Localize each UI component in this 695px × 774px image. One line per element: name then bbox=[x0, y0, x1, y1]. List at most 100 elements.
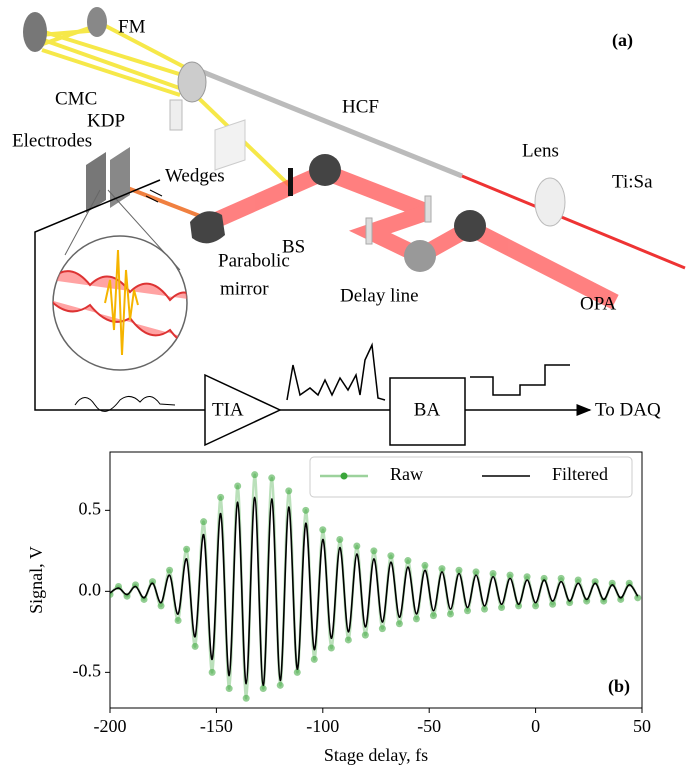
data-point bbox=[404, 557, 412, 565]
data-point bbox=[200, 518, 208, 526]
data-point bbox=[438, 565, 446, 573]
wire bbox=[34, 179, 205, 411]
data-point bbox=[455, 566, 463, 574]
x-tick-label: -50 bbox=[417, 716, 441, 736]
data-point bbox=[234, 482, 242, 490]
chart: Stage delay, fs Signal, V (b) -200 -150 -1… bbox=[26, 451, 651, 765]
data-point bbox=[208, 668, 216, 676]
data-point bbox=[446, 610, 454, 618]
mirror bbox=[365, 217, 373, 245]
label: BS bbox=[282, 236, 305, 257]
mirror bbox=[309, 154, 341, 186]
data-point bbox=[183, 545, 191, 553]
data-point bbox=[336, 535, 344, 543]
data-point bbox=[634, 594, 642, 602]
data-point bbox=[319, 526, 327, 534]
data-point bbox=[242, 694, 250, 702]
legend-marker bbox=[340, 472, 348, 480]
ground bbox=[149, 189, 163, 197]
data-point bbox=[327, 644, 335, 652]
wedges bbox=[214, 119, 246, 171]
data-point bbox=[498, 604, 506, 612]
mirror bbox=[87, 7, 107, 37]
data-point bbox=[421, 561, 429, 569]
data-point bbox=[506, 571, 514, 579]
ground bbox=[145, 195, 159, 203]
series-line bbox=[110, 496, 639, 687]
data-point bbox=[523, 573, 531, 581]
data-point bbox=[574, 576, 582, 584]
label: Delay line bbox=[340, 285, 419, 306]
data-point bbox=[251, 471, 259, 479]
data-point bbox=[166, 566, 174, 574]
plot-area bbox=[110, 471, 642, 702]
data-point bbox=[591, 578, 599, 586]
x-tick-label: -200 bbox=[94, 716, 127, 736]
label: CMC bbox=[55, 88, 97, 109]
data-point bbox=[217, 493, 225, 501]
mirror bbox=[23, 12, 47, 52]
label: Wedges bbox=[165, 165, 225, 186]
setup-diagram: FM CMC KDP Electrodes Wedges HCF Lens Ti… bbox=[12, 7, 686, 447]
data-point bbox=[378, 625, 386, 633]
parabolic-mirror bbox=[190, 211, 225, 244]
panel-label: (a) bbox=[612, 30, 633, 51]
panel-label: (b) bbox=[608, 676, 630, 697]
data-point bbox=[489, 570, 497, 578]
label: FM bbox=[118, 16, 146, 37]
label: mirror bbox=[220, 278, 269, 299]
data-point bbox=[608, 579, 616, 587]
raw-pulse-trace bbox=[74, 396, 176, 412]
data-point bbox=[344, 636, 352, 644]
data-point bbox=[361, 631, 369, 639]
label: HCF bbox=[342, 96, 379, 117]
data-point bbox=[549, 600, 557, 608]
x-tick-label: -100 bbox=[306, 716, 339, 736]
y-tick-label: -0.5 bbox=[73, 660, 102, 680]
mirror bbox=[177, 61, 207, 103]
legend-label: Raw bbox=[390, 464, 423, 484]
data-point bbox=[600, 597, 608, 605]
tia-amplifier bbox=[204, 373, 282, 447]
data-point bbox=[259, 685, 267, 693]
x-axis-label: Stage delay, fs bbox=[324, 745, 428, 765]
data-point bbox=[268, 474, 276, 482]
y-axis-label: Signal, V bbox=[26, 546, 46, 614]
y-tick-label: 0.5 bbox=[79, 498, 102, 518]
label: TIA bbox=[212, 399, 244, 420]
data-point bbox=[353, 542, 361, 550]
data-point bbox=[464, 607, 472, 615]
data-point bbox=[387, 552, 395, 560]
data-point bbox=[157, 602, 165, 610]
y-tick-label: 0.0 bbox=[79, 579, 102, 599]
boxcar-trace bbox=[470, 364, 570, 396]
x-tick-label: 0 bbox=[531, 716, 540, 736]
electrode bbox=[110, 147, 130, 208]
label: Parabolic bbox=[218, 250, 290, 271]
data-point bbox=[540, 574, 548, 582]
ti-sa-beam bbox=[461, 174, 686, 270]
lens bbox=[534, 177, 566, 227]
hcf-fiber bbox=[187, 63, 463, 179]
data-point bbox=[617, 595, 625, 603]
label: Lens bbox=[522, 140, 559, 161]
data-point bbox=[395, 620, 403, 628]
data-point bbox=[276, 681, 284, 689]
plot-frame bbox=[109, 451, 643, 709]
data-point bbox=[370, 547, 378, 555]
inset-line bbox=[64, 189, 101, 256]
beam-splitter bbox=[288, 168, 293, 196]
data-point bbox=[174, 617, 182, 625]
data-point bbox=[532, 602, 540, 610]
data-point bbox=[472, 568, 480, 576]
mirror bbox=[424, 195, 432, 223]
data-point bbox=[583, 597, 591, 605]
label: BA bbox=[414, 399, 441, 420]
data-point bbox=[302, 506, 310, 514]
data-point bbox=[515, 602, 523, 610]
x-tick-label: 50 bbox=[633, 716, 651, 736]
data-point bbox=[481, 605, 489, 613]
data-point bbox=[412, 615, 420, 623]
label: To DAQ bbox=[595, 399, 661, 420]
